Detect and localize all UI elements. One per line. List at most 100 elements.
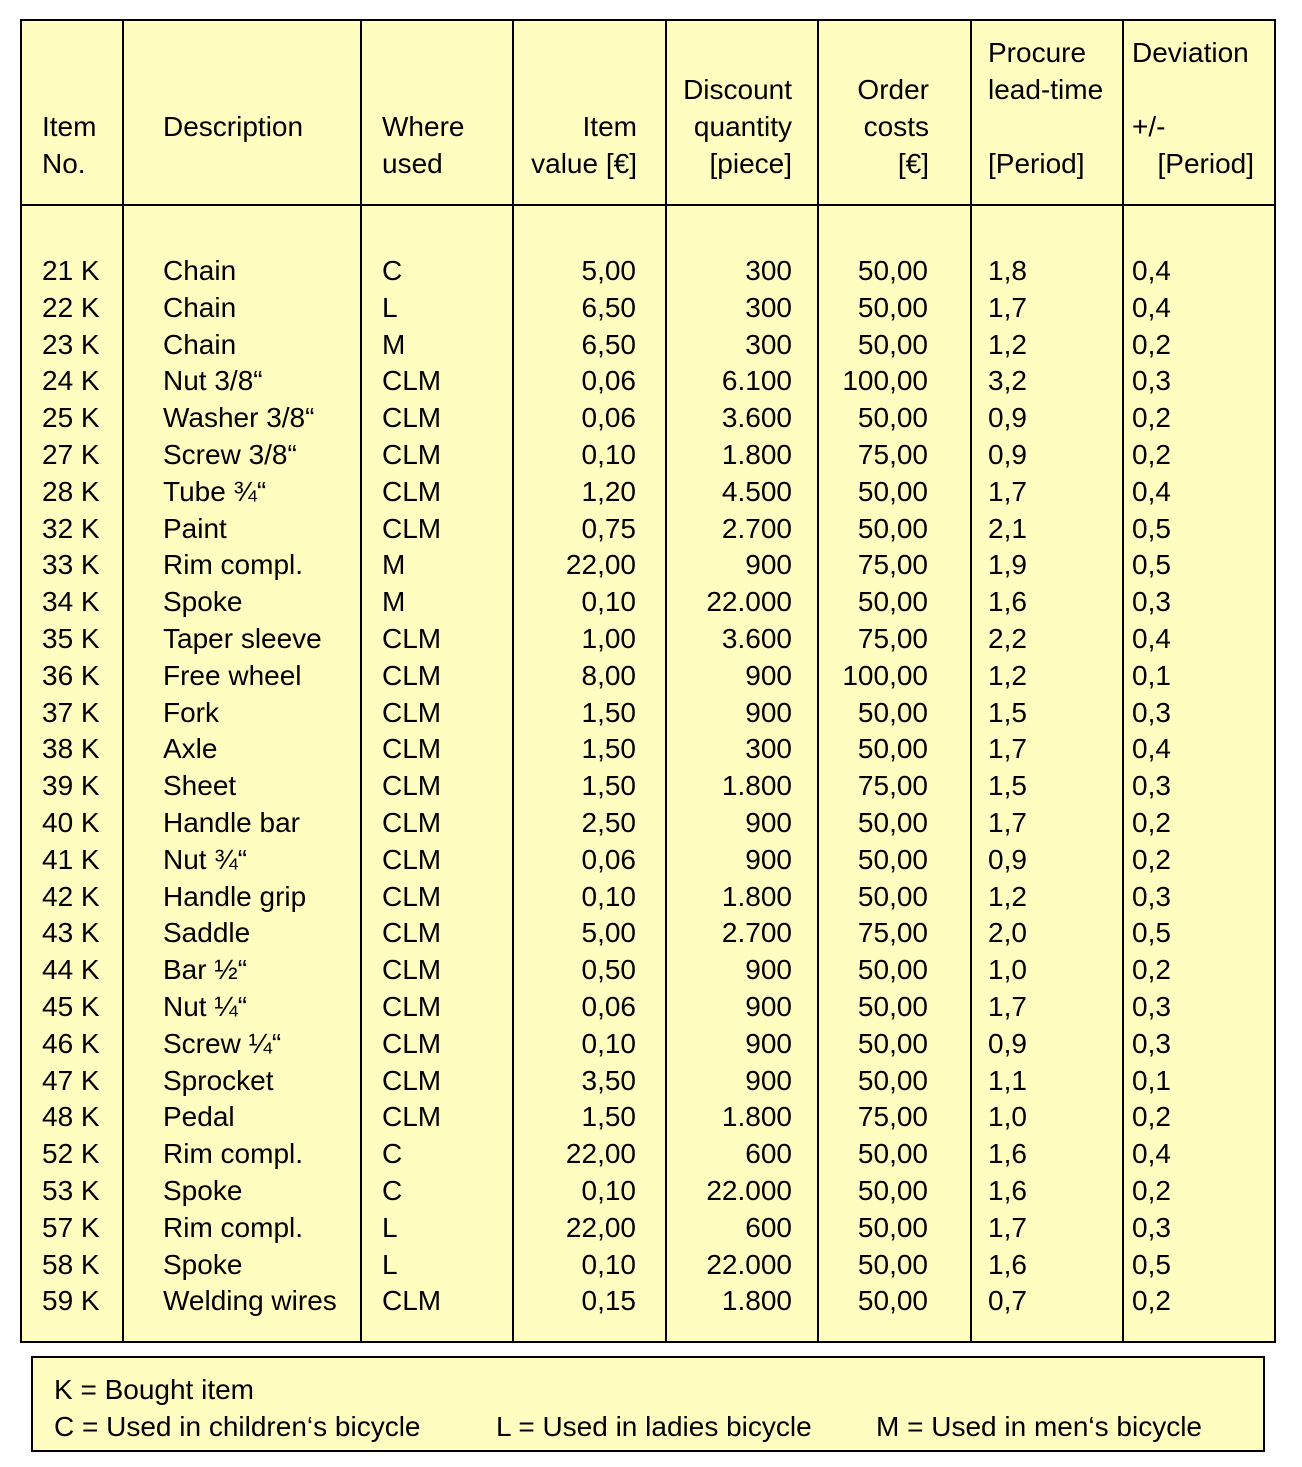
cell-discount-qty: 3.600	[721, 622, 792, 654]
cell-discount-qty: 900	[745, 1064, 792, 1096]
cell-item-value: 5,00	[581, 255, 637, 286]
cell-description: Handle grip	[163, 880, 307, 912]
cell-item-value: 2,50	[581, 806, 637, 838]
cell-where-used: CLM	[382, 880, 442, 912]
cell-discount-qty: 1.800	[721, 880, 792, 912]
cell-description: Spoke	[163, 1248, 243, 1280]
table-row: 33 K Rim compl. M 22,00 900 75,00 1,9 0,5	[22, 547, 1274, 584]
cell-item-no: 36 K	[42, 659, 100, 691]
cell-item-value: 1,50	[581, 696, 637, 728]
cell-deviation: 0,2	[1132, 806, 1171, 838]
cell-item-value: 5,00	[581, 917, 637, 949]
cell-lead-time: 1,7	[988, 733, 1027, 765]
cell-where-used: CLM	[382, 622, 442, 654]
cell-description: Screw ¼“	[163, 1027, 282, 1059]
cell-where-used: CLM	[382, 1027, 442, 1059]
cell-lead-time: 0,9	[988, 1027, 1027, 1059]
cell-lead-time: 1,7	[988, 990, 1027, 1022]
cell-description: Axle	[163, 733, 218, 765]
cell-description: Fork	[163, 696, 219, 728]
cell-order-costs: 75,00	[857, 770, 928, 802]
cell-discount-qty: 900	[745, 1027, 792, 1059]
cell-where-used: C	[382, 255, 403, 286]
cell-item-no: 25 K	[42, 402, 100, 434]
cell-lead-time: 1,6	[988, 586, 1027, 618]
cell-deviation: 0,4	[1132, 255, 1171, 286]
cell-lead-time: 1,0	[988, 1101, 1027, 1133]
cell-discount-qty: 1.800	[721, 770, 792, 802]
cell-description: Handle bar	[163, 806, 300, 838]
table-row: 23 K Chain M 6,50 300 50,00 1,2 0,2	[22, 327, 1274, 364]
cell-description: Welding wires	[163, 1285, 337, 1317]
cell-item-no: 35 K	[42, 622, 100, 654]
table-row: 46 K Screw ¼“ CLM 0,10 900 50,00 0,9 0,3	[22, 1026, 1274, 1063]
cell-where-used: CLM	[382, 843, 442, 875]
cell-description: Taper sleeve	[163, 622, 322, 654]
cell-where-used: M	[382, 549, 406, 581]
header-item-value: Item value [€]	[531, 111, 637, 179]
cell-order-costs: 50,00	[857, 954, 928, 986]
cell-lead-time: 1,6	[988, 1248, 1027, 1280]
cell-lead-time: 1,9	[988, 549, 1027, 581]
table-row: 32 K Paint CLM 0,75 2.700 50,00 2,1 0,5	[22, 511, 1274, 548]
legend-box: K = Bought item C = Used in children‘s b…	[31, 1356, 1265, 1452]
cell-description: Sprocket	[163, 1064, 274, 1096]
cell-deviation: 0,2	[1132, 328, 1171, 360]
cell-order-costs: 100,00	[842, 659, 928, 691]
cell-order-costs: 50,00	[857, 1248, 928, 1280]
cell-item-value: 22,00	[565, 1211, 636, 1243]
cell-where-used: CLM	[382, 806, 442, 838]
legend-men: M = Used in men‘s bicycle	[876, 1411, 1203, 1442]
table-row: 47 K Sprocket CLM 3,50 900 50,00 1,1 0,1	[22, 1063, 1274, 1100]
cell-deviation: 0,4	[1132, 1138, 1171, 1170]
cell-discount-qty: 1.800	[721, 1285, 792, 1317]
cell-lead-time: 1,6	[988, 1174, 1027, 1206]
cell-discount-qty: 22.000	[706, 586, 792, 618]
header-deviation-sign: +/-	[1132, 111, 1166, 142]
cell-item-no: 45 K	[42, 990, 100, 1022]
cell-discount-qty: 900	[745, 806, 792, 838]
cell-where-used: CLM	[382, 733, 442, 765]
cell-where-used: M	[382, 586, 406, 618]
table-row: 41 K Nut ¾“ CLM 0,06 900 50,00 0,9 0,2	[22, 842, 1274, 879]
cell-discount-qty: 900	[745, 659, 792, 691]
cell-item-no: 28 K	[42, 475, 100, 507]
cell-deviation: 0,2	[1132, 1285, 1171, 1317]
table-row: 22 K Chain L 6,50 300 50,00 1,7 0,4	[22, 290, 1274, 327]
cell-lead-time: 1,1	[988, 1064, 1027, 1096]
cell-description: Saddle	[163, 917, 251, 949]
cell-where-used: CLM	[382, 770, 442, 802]
table-body: 21 K Chain C 5,00 300 50,00 1,8 0,4 22 K Chain L 6,…	[22, 253, 1274, 1320]
cell-description: Free wheel	[163, 659, 302, 691]
cell-discount-qty: 900	[745, 954, 792, 986]
cell-deviation: 0,4	[1132, 733, 1171, 765]
cell-deviation: 0,3	[1132, 696, 1171, 728]
cell-lead-time: 3,2	[988, 365, 1027, 397]
table-row: 42 K Handle grip CLM 0,10 1.800 50,00 1,2 0,3	[22, 879, 1274, 916]
cell-description: Nut ¼“	[163, 990, 248, 1022]
table-row: 36 K Free wheel CLM 8,00 900 100,00 1,2 0,1	[22, 658, 1274, 695]
cell-discount-qty: 900	[745, 843, 792, 875]
table-row: 44 K Bar ½“ CLM 0,50 900 50,00 1,0 0,2	[22, 952, 1274, 989]
cell-item-value: 0,10	[581, 1248, 637, 1280]
cell-item-no: 46 K	[42, 1027, 100, 1059]
cell-item-value: 22,00	[565, 549, 636, 581]
column-divider	[1122, 21, 1124, 1341]
legend-bought-item: K = Bought item	[54, 1374, 255, 1405]
cell-item-no: 52 K	[42, 1138, 100, 1170]
cell-deviation: 0,2	[1132, 843, 1171, 875]
cell-lead-time: 1,7	[988, 475, 1027, 507]
table-row: 28 K Tube ¾“ CLM 1,20 4.500 50,00 1,7 0,4	[22, 474, 1274, 511]
table-row: 38 K Axle CLM 1,50 300 50,00 1,7 0,4	[22, 731, 1274, 768]
cell-order-costs: 50,00	[857, 733, 928, 765]
cell-item-no: 22 K	[42, 291, 100, 323]
header-description: Description	[163, 111, 304, 142]
cell-item-no: 24 K	[42, 365, 100, 397]
cell-where-used: CLM	[382, 954, 442, 986]
cell-description: Spoke	[163, 586, 243, 618]
cell-deviation: 0,5	[1132, 549, 1171, 581]
cell-deviation: 0,2	[1132, 1101, 1171, 1133]
cell-order-costs: 50,00	[857, 402, 928, 434]
table-row: 58 K Spoke L 0,10 22.000 50,00 1,6 0,5	[22, 1247, 1274, 1284]
cell-discount-qty: 4.500	[721, 475, 792, 507]
